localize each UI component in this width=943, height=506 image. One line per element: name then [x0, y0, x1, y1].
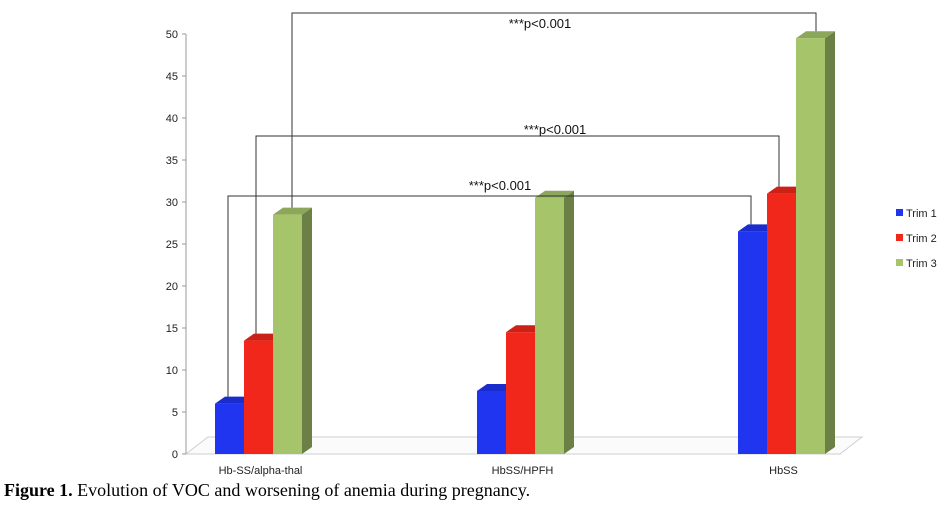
chart-bars — [215, 31, 835, 455]
bracket-alphathal-hbss-mid: ***p<0.001 — [255, 122, 780, 334]
figure-caption-label: Figure 1. — [4, 480, 73, 500]
y-tick-label: 15 — [166, 323, 178, 335]
bracket-alphathal-hbss-top: ***p<0.001 — [291, 12, 817, 208]
legend-swatch — [896, 259, 903, 266]
legend-label: Trim 2 — [906, 233, 937, 245]
chart-legend: Trim 1 Trim 2 Trim 3 — [896, 208, 937, 270]
y-tick-label: 40 — [166, 113, 178, 125]
bar-front-face — [477, 391, 506, 454]
legend-item: Trim 1 — [896, 208, 937, 220]
bar-front-face — [767, 193, 796, 454]
legend-item: Trim 3 — [896, 258, 937, 270]
bar-top-face — [273, 207, 312, 215]
bar — [273, 207, 312, 454]
figure-caption: Figure 1. Evolution of VOC and worsening… — [4, 480, 530, 501]
p-value-label: ***p<0.001 — [524, 122, 587, 137]
bar-front-face — [796, 38, 825, 454]
bracket-line — [227, 195, 752, 397]
p-value-label: ***p<0.001 — [509, 16, 572, 31]
bar — [796, 31, 835, 454]
y-tick-label: 0 — [172, 449, 178, 461]
y-tick-label: 10 — [166, 365, 178, 377]
figure-caption-text: Evolution of VOC and worsening of anemia… — [72, 480, 531, 500]
significance-brackets: ***p<0.001 ***p<0.001 ***p<0.001 — [227, 12, 817, 397]
bar-side-face — [825, 31, 835, 454]
bar-front-face — [506, 332, 535, 454]
bracket-line — [291, 12, 817, 208]
y-tick-label: 5 — [172, 407, 178, 419]
y-tick-label: 20 — [166, 281, 178, 293]
y-tick-label: 35 — [166, 155, 178, 167]
y-tick-label: 50 — [166, 29, 178, 41]
x-category-label: Hb-SS/alpha-thal — [219, 465, 303, 477]
legend-swatch — [896, 234, 903, 241]
bar-side-face — [302, 207, 312, 454]
x-category-label: HbSS/HPFH — [492, 465, 554, 477]
bar-front-face — [215, 403, 244, 454]
bar-front-face — [738, 231, 767, 454]
bracket-line — [255, 135, 780, 334]
p-value-label: ***p<0.001 — [469, 178, 532, 193]
x-category-label: HbSS — [769, 465, 798, 477]
bar-front-face — [244, 340, 273, 454]
bar-front-face — [535, 197, 564, 455]
y-tick-label: 45 — [166, 71, 178, 83]
bar-chart: 0 5 10 15 20 25 30 35 40 45 50 Hb-SS/alpha-thal HbSS… — [166, 12, 937, 477]
bar — [535, 190, 574, 455]
bracket-alphathal-hbss-low: ***p<0.001 — [227, 178, 752, 397]
y-tick-label: 25 — [166, 239, 178, 251]
bar-top-face — [796, 31, 835, 39]
legend-swatch — [896, 209, 903, 216]
legend-label: Trim 1 — [906, 208, 937, 220]
legend-item: Trim 2 — [896, 233, 937, 245]
legend-label: Trim 3 — [906, 258, 937, 270]
bar-side-face — [564, 190, 574, 455]
bar-front-face — [273, 214, 302, 454]
y-tick-label: 30 — [166, 197, 178, 209]
